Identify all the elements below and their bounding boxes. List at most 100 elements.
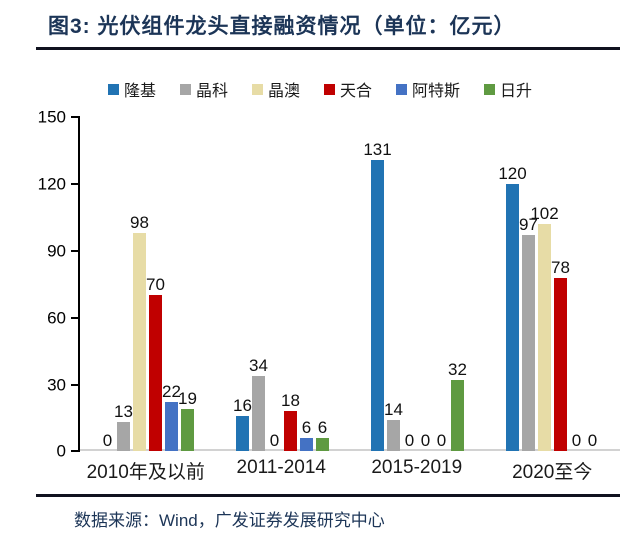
bar-value-label: 97 xyxy=(519,215,538,235)
bar-group: 0 13 98 70 22 19 xyxy=(80,117,215,452)
bar-group: 131 14 0 0 0 32 xyxy=(350,117,485,452)
legend-swatch-icon xyxy=(107,83,119,95)
bar-slot: 19 xyxy=(178,117,197,452)
bar-slot: 13 xyxy=(114,117,133,452)
bar-value-label: 102 xyxy=(530,204,559,224)
bar-slot: 78 xyxy=(551,117,570,452)
bar-chart: 0 30 60 90 120 150 0 13 98 70 22 19 16 34 0 18 6 6 131 14 0… xyxy=(22,109,620,460)
bar-value-label: 13 xyxy=(114,402,133,422)
bar-晶科 xyxy=(117,422,130,452)
legend-item: 天合 xyxy=(324,77,372,101)
y-tick-mark xyxy=(71,116,80,119)
legend-item: 阿特斯 xyxy=(396,77,460,101)
bar-value-label: 0 xyxy=(587,431,598,451)
bar-slot: 102 xyxy=(530,117,559,452)
legend-item: 日升 xyxy=(484,77,532,101)
bar-天合 xyxy=(149,295,162,452)
bar-value-label: 6 xyxy=(301,417,312,437)
bar-slot: 22 xyxy=(162,117,181,452)
bar-groups: 0 13 98 70 22 19 16 34 0 18 6 6 131 14 0 0 0 32 120 97 102 78… xyxy=(80,117,620,452)
legend: 隆基 晶科 晶澳 天合 阿特斯 日升 xyxy=(0,77,640,101)
bar-日升 xyxy=(181,409,194,452)
bar-value-label: 34 xyxy=(249,355,268,375)
x-axis-category-label: 2020至今 xyxy=(512,462,593,484)
bar-slot: 120 xyxy=(498,117,527,452)
bar-group: 120 97 102 78 0 0 xyxy=(485,117,620,452)
bar-天合 xyxy=(284,411,297,452)
bar-slot: 0 xyxy=(419,117,433,451)
bar-value-label: 98 xyxy=(130,213,149,233)
bar-slot: 0 xyxy=(268,117,282,451)
y-tick-mark xyxy=(71,249,80,252)
bar-slot: 0 xyxy=(570,117,584,451)
legend-label: 晶澳 xyxy=(267,83,300,101)
bar-value-label: 0 xyxy=(404,431,415,451)
legend-label: 阿特斯 xyxy=(412,83,461,101)
plot-area: 0 13 98 70 22 19 16 34 0 18 6 6 131 14 0 0 0 32 120 97 102 78… xyxy=(71,116,620,453)
y-tick-mark xyxy=(71,383,80,386)
bar-value-label: 0 xyxy=(436,431,447,451)
legend-item: 晶科 xyxy=(179,77,228,101)
bar-value-label: 0 xyxy=(102,431,113,451)
legend-swatch-icon xyxy=(179,83,191,95)
bar-value-label: 32 xyxy=(448,360,467,380)
footer-rule xyxy=(36,494,620,498)
bar-value-label: 0 xyxy=(269,431,280,451)
bar-隆基 xyxy=(236,415,249,452)
legend-item: 隆基 xyxy=(107,77,156,101)
bar-value-label: 19 xyxy=(178,389,197,408)
bar-slot: 97 xyxy=(519,117,538,452)
legend-label: 天合 xyxy=(340,83,373,101)
title-block: 图3: 光伏组件龙头直接融资情况（单位：亿元） xyxy=(0,0,640,40)
bar-slot: 98 xyxy=(130,117,149,452)
y-tick-label: 150 xyxy=(37,107,66,127)
y-axis: 0 30 60 90 120 150 xyxy=(22,109,78,460)
x-axis-category-label: 2015-2019 xyxy=(371,457,463,479)
bar-slot: 131 xyxy=(363,117,392,452)
bar-value-label: 120 xyxy=(498,164,527,184)
x-axis-labels: 2010年及以前 2011-2014 2015-2019 2020至今 xyxy=(78,457,620,484)
y-tick-label: 30 xyxy=(47,375,66,394)
bar-value-label: 16 xyxy=(233,395,252,415)
bar-slot: 6 xyxy=(300,117,314,452)
bar-value-label: 14 xyxy=(384,400,403,420)
bar-slot: 0 xyxy=(435,117,449,451)
bar-slot: 16 xyxy=(233,117,252,452)
bar-value-label: 131 xyxy=(363,139,392,159)
x-axis-category-label: 2011-2014 xyxy=(236,457,326,479)
y-tick-label: 60 xyxy=(47,308,66,328)
legend-label: 隆基 xyxy=(123,83,156,101)
y-tick-label: 90 xyxy=(47,241,66,261)
y-tick-label: 120 xyxy=(37,174,66,194)
bar-value-label: 0 xyxy=(420,431,431,451)
y-tick-label: 0 xyxy=(56,441,66,461)
legend-swatch-icon xyxy=(396,83,408,95)
bar-晶科 xyxy=(387,420,400,452)
title-underline xyxy=(36,47,620,51)
bar-value-label: 22 xyxy=(162,382,181,402)
bar-value-label: 18 xyxy=(281,391,300,411)
legend-swatch-icon xyxy=(484,83,496,95)
bar-隆基 xyxy=(506,184,519,452)
legend-label: 日升 xyxy=(500,83,533,101)
legend-swatch-icon xyxy=(251,83,263,95)
legend-swatch-icon xyxy=(324,83,335,95)
bar-晶科 xyxy=(522,235,535,452)
bar-隆基 xyxy=(371,159,384,452)
data-source: 数据来源：Wind，广发证券发展研究中心 xyxy=(74,511,385,531)
x-axis-category-label: 2010年及以前 xyxy=(86,462,205,484)
bar-晶科 xyxy=(252,375,265,452)
bar-阿特斯 xyxy=(300,437,313,452)
bar-晶澳 xyxy=(133,233,146,452)
bar-天合 xyxy=(554,277,567,452)
bar-slot: 32 xyxy=(448,117,467,452)
bar-slot: 6 xyxy=(316,117,330,452)
bar-value-label: 6 xyxy=(317,417,328,437)
bar-value-label: 0 xyxy=(571,431,582,451)
bar-晶澳 xyxy=(538,224,551,452)
bar-slot: 14 xyxy=(384,117,403,452)
bar-value-label: 70 xyxy=(146,275,165,295)
bar-日升 xyxy=(451,380,464,452)
bar-slot: 18 xyxy=(281,117,300,452)
